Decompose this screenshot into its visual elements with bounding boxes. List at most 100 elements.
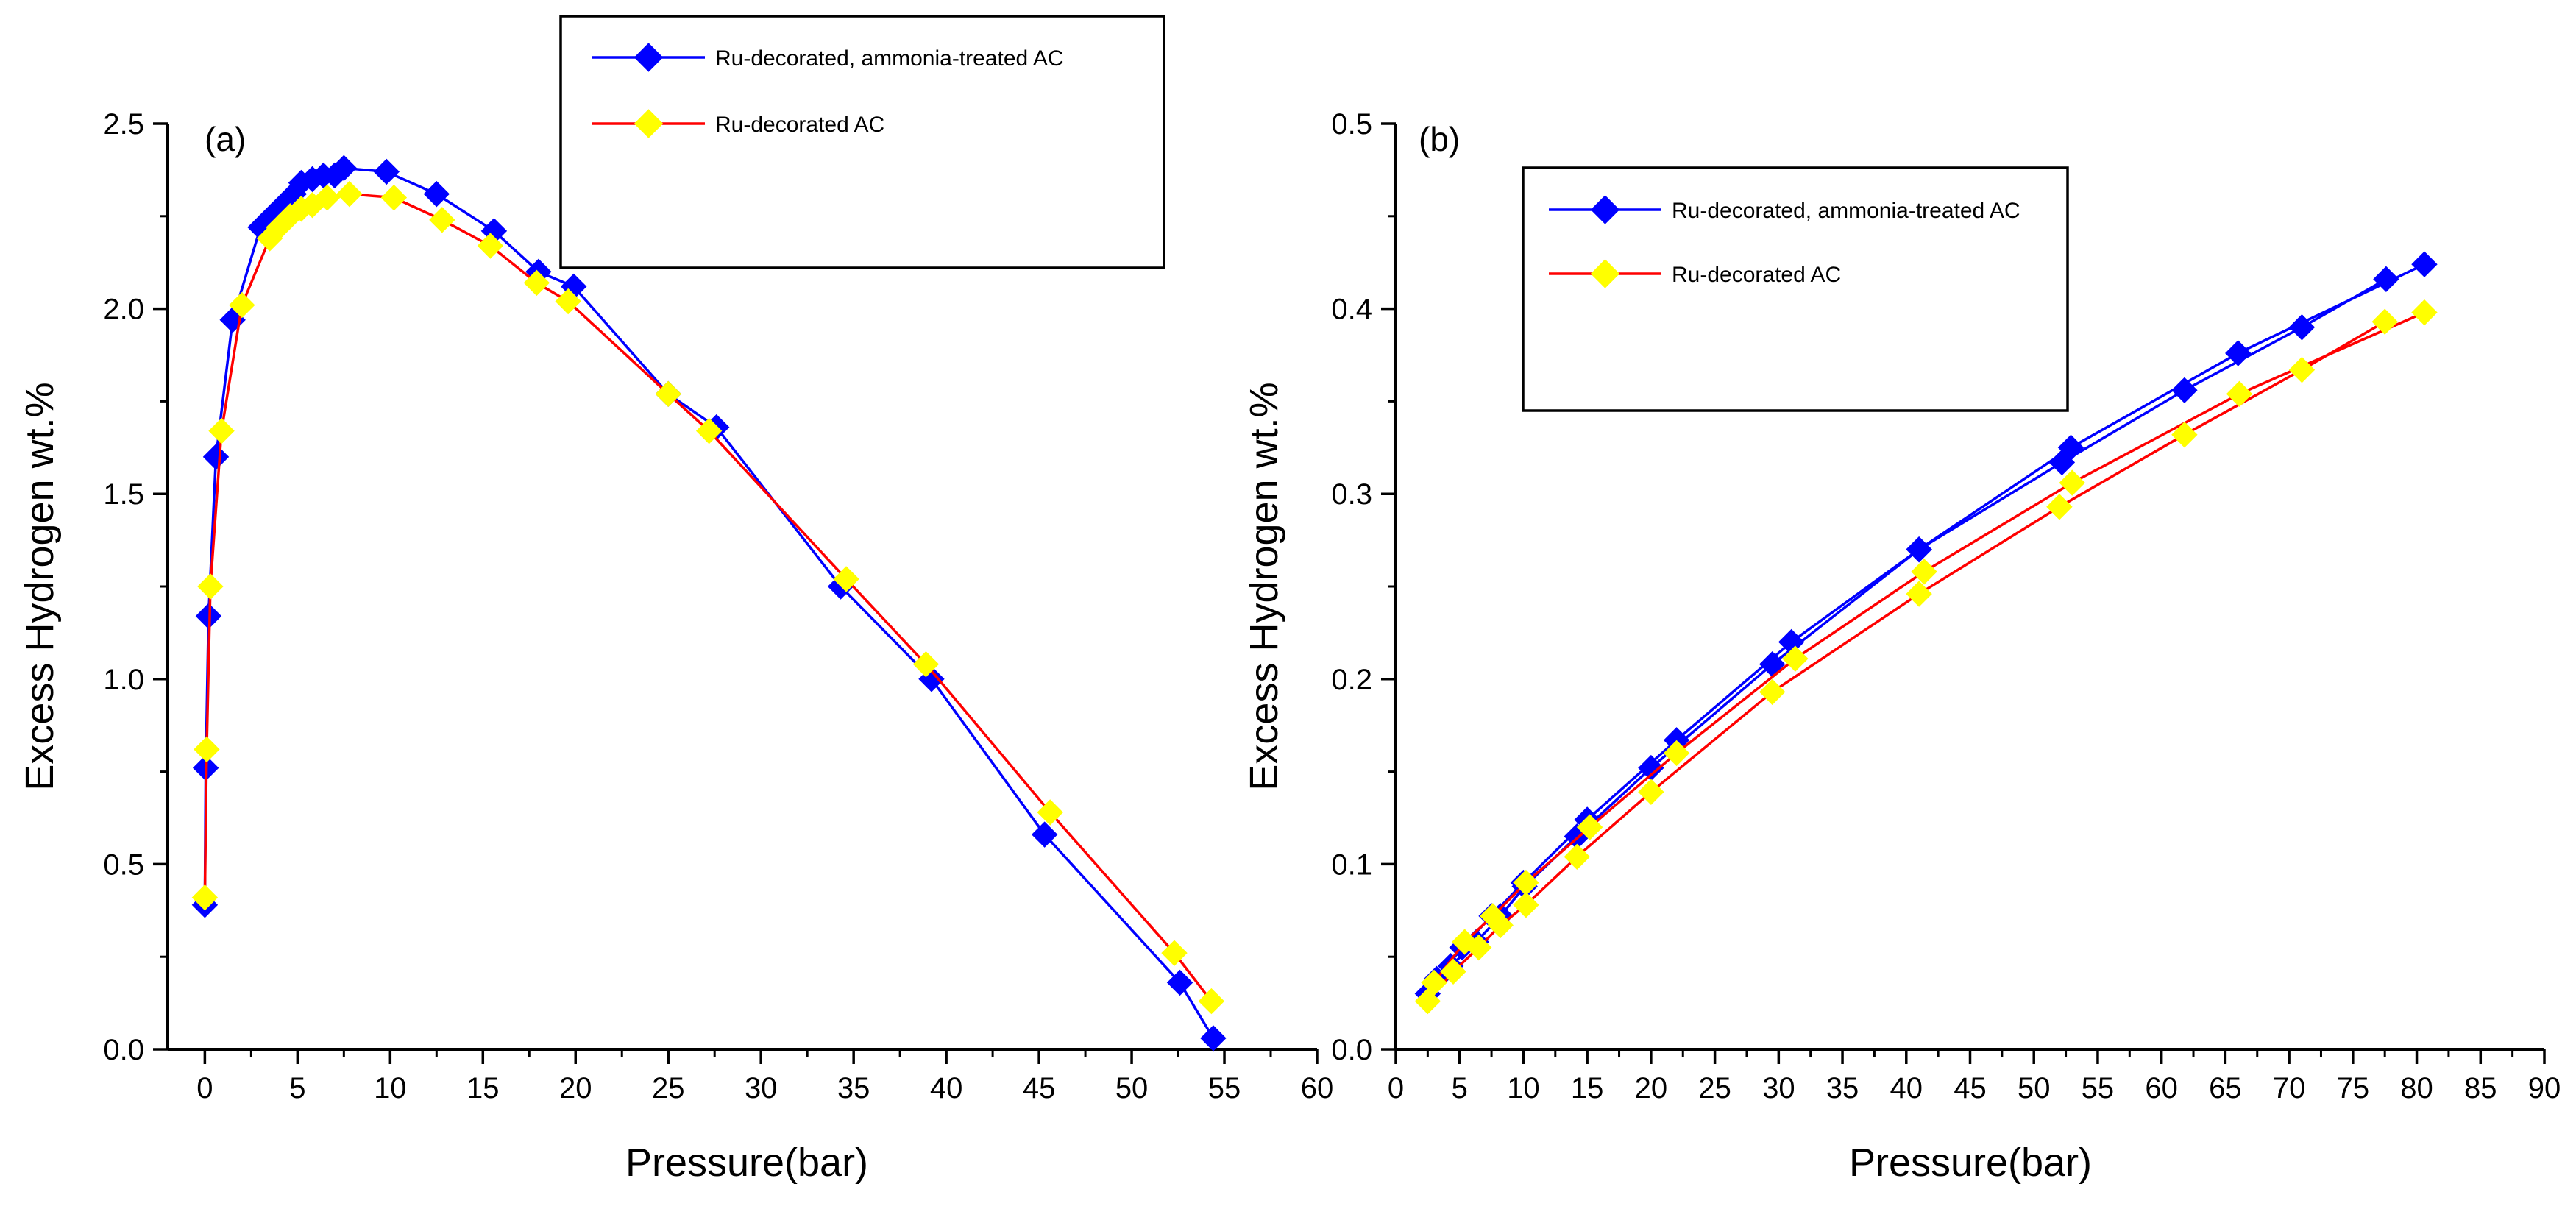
panel-a-series-2-point [429,207,455,233]
panel-a-legend-label-1: Ru-decorated, ammonia-treated AC [715,46,1064,71]
panel-b-series-2-point [1906,581,1932,607]
panel-b-series-2-line [1427,320,2386,1002]
panel-a-y-tick-label: 1.0 [103,664,144,696]
panel-b-series-2-point [1451,929,1478,955]
panel-b-x-tick-label: 40 [1890,1072,1923,1105]
panel-a-series-1-point [1166,969,1193,996]
panel-b-series-2-point [1759,678,1786,706]
panel-b-x-tick-label: 25 [1698,1072,1731,1105]
panel-a-series-1-point [202,444,230,470]
panel-b-series-2-point [2226,380,2253,408]
panel-b-series-2-point [2288,356,2316,383]
panel-a-series-2-point [523,269,550,297]
panel-b-y-axis-title: Excess Hydrogen wt.% [1242,382,1286,790]
panel-b-x-tick-label: 35 [1826,1072,1859,1105]
panel-b-series-2-point [2371,308,2398,335]
panel-a-series-1-point [1200,1025,1227,1052]
panel-b-series-2-point [1782,645,1809,672]
panel-b-series-1-point [2057,434,2084,461]
panel-a-series-2-point [912,650,940,678]
panel-a-x-axis-title: Pressure(bar) [625,1141,868,1185]
panel-a-series-1-point [1031,821,1058,848]
panel-b-x-tick-label: 15 [1571,1072,1604,1105]
panel-a-x-tick-label: 45 [1023,1072,1056,1105]
panel-a-series-2-point [380,184,408,211]
panel-a-series-1-point [330,155,358,182]
panel-a-series-2-point [1198,988,1225,1015]
panel-b-series-1-point [2171,377,2198,404]
panel-a-series-2-point [336,180,363,208]
panel-b-series-1-point [2373,266,2399,293]
panel-a-x-tick-label: 25 [652,1072,685,1105]
panel-b-panel-label: (b) [1419,120,1460,158]
panel-a-legend-marker-2 [634,109,664,138]
panel-a-series-2-point [191,884,219,911]
panel-b-series-2-point [1663,740,1690,767]
panel-a-series-2-point [229,291,255,319]
panel-a-series-1-point [373,158,400,185]
panel-a-y-tick-label: 2.0 [103,294,144,326]
panel-b-x-tick-label: 70 [2273,1072,2306,1105]
panel-b-series-1-point [2225,340,2252,366]
panel-a-x-tick-label: 60 [1301,1072,1334,1105]
panel-a-series-2-point [655,380,681,408]
panel-b-y-tick-label: 0.3 [1331,478,1372,511]
panel-b-series-2-point [2046,494,2073,520]
panel-a-series-2-point [695,417,723,444]
panel-b-y-tick-label: 0.5 [1331,108,1372,141]
panel-a-series-2-point [477,233,504,259]
panel-b-series-2-point [1480,903,1506,929]
panel-a-x-tick-label: 0 [196,1072,213,1105]
panel-a-series-2-point [1161,940,1188,966]
panel-b-series-2-point [2059,469,2085,496]
panel-a-series-2-point [833,566,859,592]
panel-b-series-2-point [1911,559,1937,585]
panel-b-legend-marker-1 [1590,195,1620,224]
panel-a-series-2-point [194,736,220,763]
panel-a-x-tick-label: 10 [374,1072,407,1105]
panel-b-series-2-point [1440,958,1466,985]
panel-a-legend-label-2: Ru-decorated AC [715,113,884,137]
panel-b-legend-label-2: Ru-decorated AC [1672,263,1841,287]
panel-a-series-2-line [203,192,1213,1002]
panel-b-y-tick-label: 0.0 [1331,1034,1372,1066]
panel-a-x-tick-label: 40 [930,1072,963,1105]
panel-b-x-tick-label: 60 [2145,1072,2178,1105]
panel-a-chart: 0 5 10 15 20 25 30 35 40 45 50 55 60 0.0 0.5 1.0 1.5 2.0 2… [18,15,1334,1185]
panel-b-x-tick-label: 30 [1762,1072,1795,1105]
panel-a-y-tick-label: 2.5 [103,108,144,141]
panel-a-x-tick-label: 20 [559,1072,592,1105]
panel-b-legend-marker-2 [1590,259,1620,288]
panel-a-x-tick-label: 5 [289,1072,305,1105]
panel-a-y-tick-label: 0.5 [103,848,144,881]
panel-b-x-tick-label: 10 [1507,1072,1540,1105]
panel-b-series-2-point [1513,869,1539,896]
panel-b-x-tick-label: 50 [2018,1072,2051,1105]
panel-a-x-tick-label: 30 [745,1072,778,1105]
panel-b-series-1-point [1906,536,1932,563]
panel-a-x-tick-label: 55 [1208,1072,1241,1105]
panel-a-series-2-point [208,417,235,444]
panel-a-series-1-line [203,166,1215,1039]
panel-b-x-tick-label: 80 [2400,1072,2433,1105]
panel-b-series-2-point [1421,969,1447,996]
panel-a-series-2-point [555,288,581,315]
panel-a-x-tick-label: 35 [837,1072,870,1105]
panel-a-x-tick-label: 15 [466,1072,500,1105]
panel-b-x-axis-title: Pressure(bar) [1849,1141,2092,1185]
panel-b-series-1-point [2411,251,2438,277]
panel-a-x-tick-label: 50 [1115,1072,1149,1105]
panel-a-y-tick-label: 0.0 [103,1034,144,1066]
panel-b-x-tick-label: 5 [1452,1072,1468,1105]
panel-b-series-2-line [1433,311,2425,984]
panel-b-x-tick-label: 0 [1388,1072,1404,1105]
panel-b-series-2-point [1513,892,1539,918]
panel-b-x-tick-label: 20 [1635,1072,1668,1105]
panel-b-series-2-point [2411,299,2438,326]
panel-a-series-2-point [313,184,341,211]
panel-b-x-tick-label: 75 [2337,1072,2370,1105]
panel-a-series-1-point [423,180,450,208]
panel-b-series-2-point [2171,421,2198,448]
panel-b-x-tick-label: 90 [2528,1072,2561,1105]
panel-b-x-tick-label: 55 [2082,1072,2115,1105]
